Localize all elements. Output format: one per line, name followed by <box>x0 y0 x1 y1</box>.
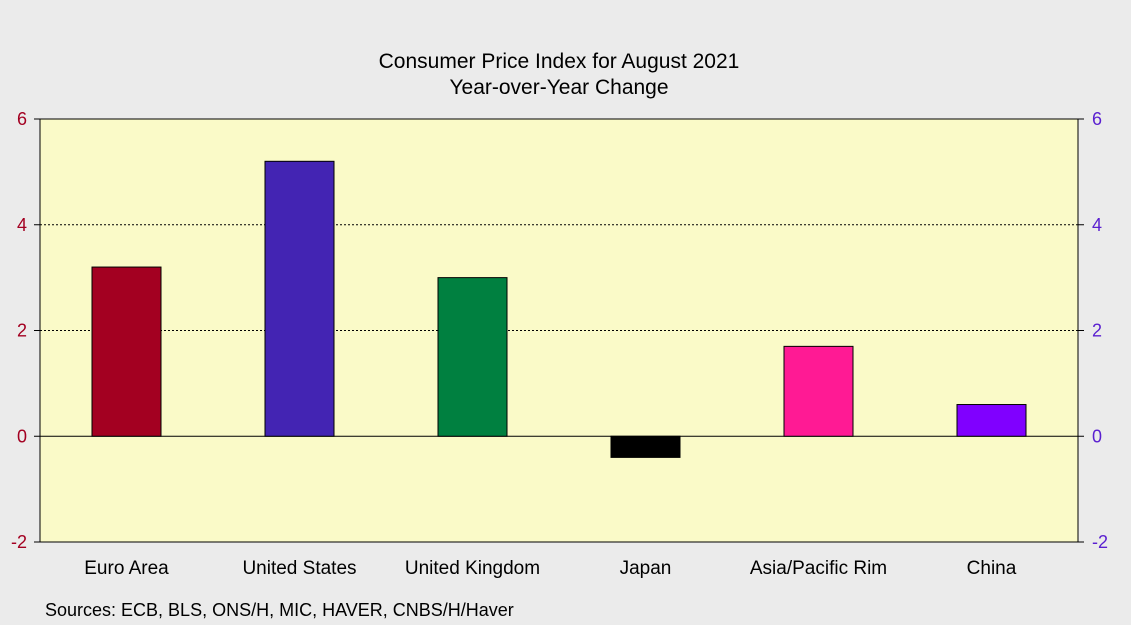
right-tick-label-1: 0 <box>1092 426 1102 446</box>
right-tick-label-3: 4 <box>1092 215 1102 235</box>
category-label-3: Japan <box>620 558 672 579</box>
sources-note: Sources: ECB, BLS, ONS/H, MIC, HAVER, CN… <box>45 600 514 620</box>
left-tick-label-3: 4 <box>17 215 27 235</box>
bars <box>91 160 1027 458</box>
category-label-0: Euro Area <box>84 558 169 579</box>
bar-5 <box>956 404 1027 437</box>
bar-4 <box>783 345 854 437</box>
right-tick-label-2: 2 <box>1092 321 1102 341</box>
left-y-axis: -2 0 2 4 6 <box>11 109 40 552</box>
x-axis-labels: Euro Area United States United Kingdom Japa… <box>84 558 1016 579</box>
left-tick-label-4: 6 <box>17 109 27 129</box>
bar-3 <box>610 435 681 458</box>
left-tick-label-1: 0 <box>17 426 27 446</box>
category-label-4: Asia/Pacific Rim <box>750 558 887 579</box>
bar-1 <box>264 160 335 437</box>
right-y-axis: -2 0 2 4 6 <box>1078 109 1108 552</box>
category-label-2: United Kingdom <box>405 558 540 579</box>
right-tick-label-0: -2 <box>1092 532 1108 552</box>
plot-area <box>40 119 1078 542</box>
chart-title: Consumer Price Index for August 2021 <box>379 50 740 73</box>
left-tick-label-2: 2 <box>17 321 27 341</box>
chart-subtitle: Year-over-Year Change <box>449 76 668 99</box>
gridlines <box>40 224 1078 331</box>
right-tick-label-4: 6 <box>1092 109 1102 129</box>
category-label-1: United States <box>242 558 356 579</box>
category-label-5: China <box>967 558 1017 579</box>
bar-2 <box>437 277 508 437</box>
bar-0 <box>91 266 162 437</box>
left-tick-label-0: -2 <box>11 532 27 552</box>
